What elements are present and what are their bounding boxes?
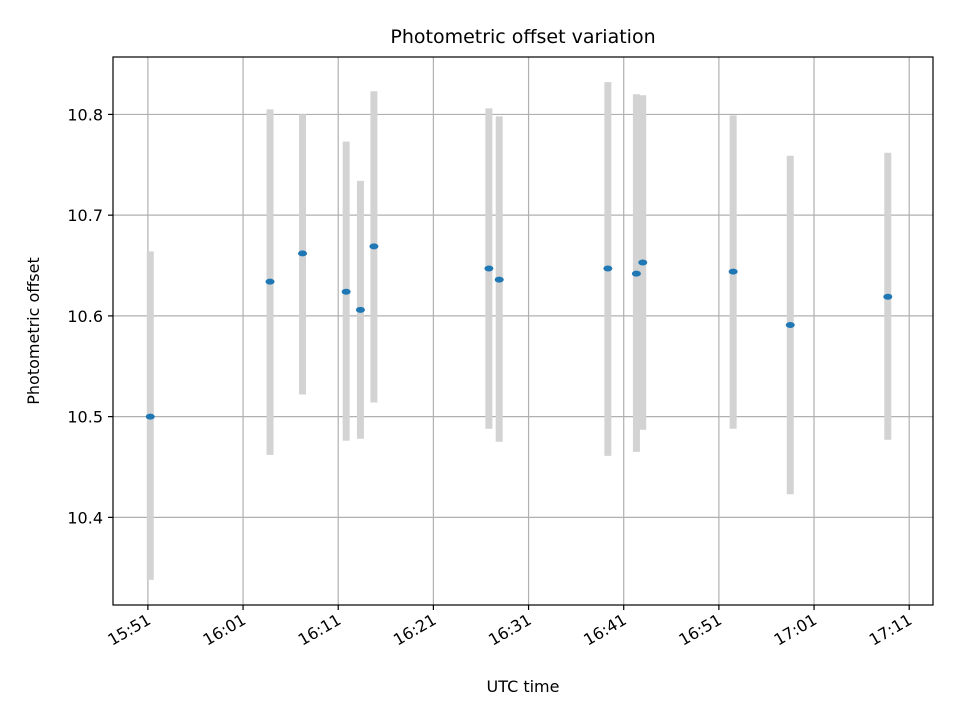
data-point (638, 259, 648, 266)
data-point (883, 293, 893, 300)
data-point (265, 278, 275, 285)
x-tick-label: 16:11 (295, 610, 344, 650)
data-point (369, 243, 379, 250)
y-tick-label: 10.5 (67, 408, 103, 427)
errorbar-layer (146, 82, 892, 580)
data-point (145, 413, 155, 420)
y-axis-label: Photometric offset (24, 257, 43, 405)
point-layer (145, 243, 893, 420)
data-point (631, 270, 641, 277)
data-point (728, 268, 738, 275)
y-tick-label: 10.4 (67, 508, 103, 527)
x-tick-label: 17:01 (771, 610, 820, 650)
data-point (298, 250, 308, 257)
data-point (603, 265, 613, 272)
x-tick-label: 16:01 (200, 610, 249, 650)
x-tick-label: 16:31 (485, 610, 534, 650)
data-point (785, 321, 795, 328)
plot-frame (112, 56, 934, 606)
x-axis-ticks: 15:51 16:01 16:11 16:21 16:31 16:41 16:51 17:01… (104, 605, 915, 650)
y-tick-label: 10.6 (67, 307, 103, 326)
y-tick-label: 10.8 (67, 105, 103, 124)
data-point (341, 288, 351, 295)
x-axis-label: UTC time (487, 677, 560, 696)
y-axis-ticks: 10.4 10.5 10.6 10.7 10.8 (67, 105, 113, 527)
chart-title: Photometric offset variation (390, 26, 655, 48)
x-tick-label: 15:51 (104, 610, 153, 650)
data-point (355, 306, 365, 313)
y-tick-label: 10.7 (67, 206, 103, 225)
data-point (494, 276, 504, 283)
x-tick-label: 16:21 (390, 610, 439, 650)
x-tick-label: 16:51 (675, 610, 724, 650)
grid-layer (113, 57, 933, 605)
x-tick-label: 16:41 (580, 610, 629, 650)
x-tick-label: 17:11 (866, 610, 915, 650)
data-point (484, 265, 494, 272)
